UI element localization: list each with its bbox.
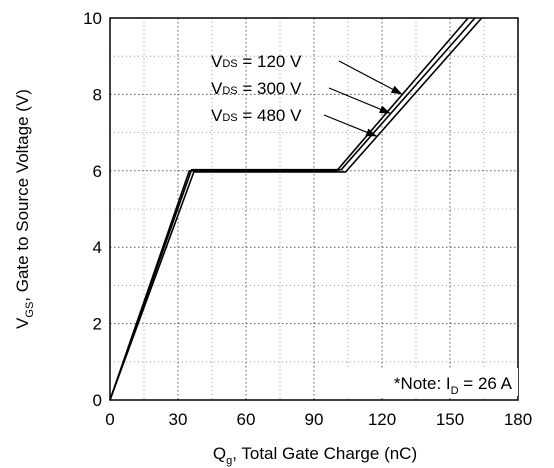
annotation-arrow-2: [328, 87, 391, 115]
series-label-1: VDS = 120 V: [211, 52, 302, 71]
annotation-arrow-1: [338, 60, 403, 95]
series-line-2: [109, 17, 476, 401]
annotation-labels: VDS = 120 V VDS = 300 V VDS = 480 V: [211, 52, 302, 125]
annotation-arrows: [323, 60, 403, 137]
y-tick-label: 6: [93, 162, 102, 181]
y-tick-label: 10: [83, 9, 102, 28]
x-axis-title: Qg, Total Gate Charge (nC): [213, 444, 417, 467]
grid: [110, 18, 518, 400]
plot-frame: [109, 17, 519, 401]
x-tick-label: 0: [105, 410, 114, 429]
x-tick-label: 120: [368, 410, 396, 429]
tick-labels: 0 30 60 90 120 150 180 0 2 4 6 8 10: [83, 9, 532, 429]
x-tick-label: 150: [436, 410, 464, 429]
series-lines: [109, 17, 483, 401]
note-background: [346, 368, 518, 396]
annotation-arrowhead-1: [390, 85, 403, 95]
y-tick-label: 8: [93, 85, 102, 104]
note: *Note: ID = 26 A: [394, 374, 513, 397]
series-line-1: [109, 17, 469, 401]
y-axis-title: VGS, Gate to Source Voltage (V): [13, 89, 36, 329]
series-label-2: VDS = 300 V: [211, 79, 302, 98]
x-tick-label: 90: [305, 410, 324, 429]
x-tick-label: 30: [169, 410, 188, 429]
x-tick-label: 60: [237, 410, 256, 429]
annotation-arrowhead-2: [379, 105, 391, 114]
y-tick-label: 2: [93, 315, 102, 334]
series-label-3: VDS = 480 V: [211, 106, 302, 125]
y-tick-label: 4: [93, 238, 102, 257]
series-line-3: [109, 17, 483, 401]
y-tick-label: 0: [93, 391, 102, 410]
annotation-arrowhead-3: [365, 128, 378, 137]
x-tick-label: 180: [504, 410, 532, 429]
